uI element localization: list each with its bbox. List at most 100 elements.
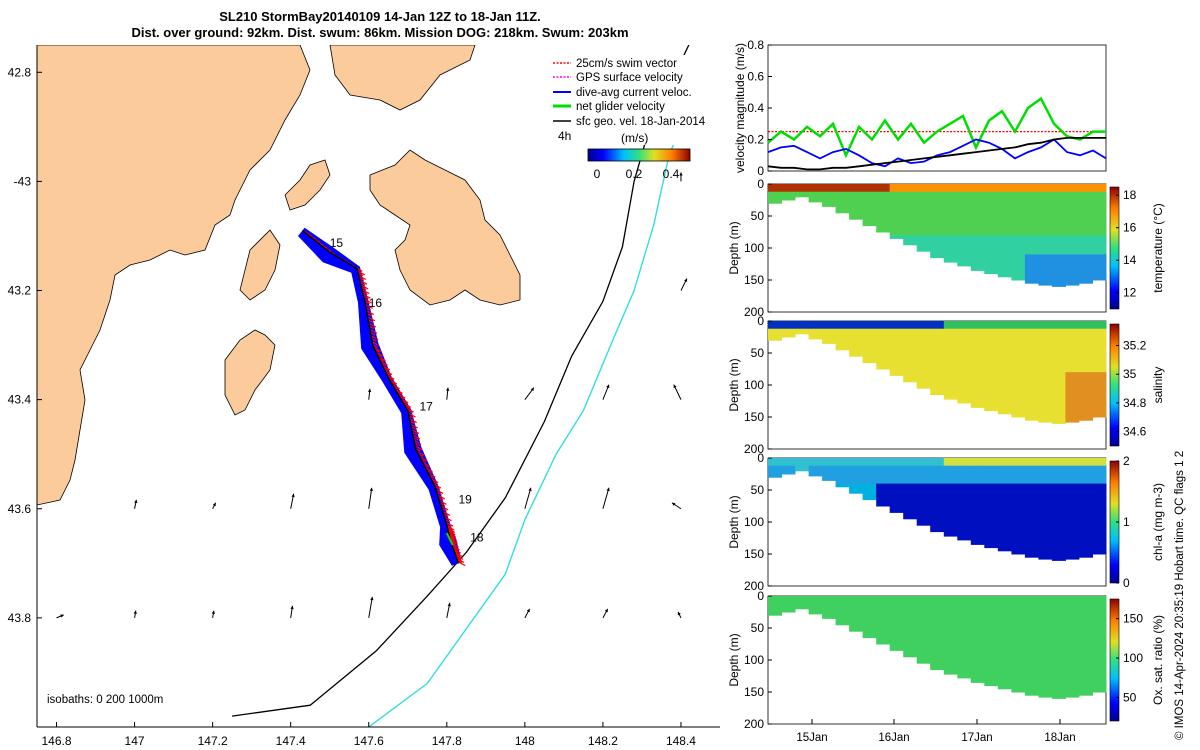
section-y-tick-label: 150 — [744, 685, 764, 699]
map-y-tick-label: 43.4 — [8, 393, 32, 407]
map-colorbar-tick-0: 0 — [594, 167, 601, 181]
section-cell — [795, 596, 809, 605]
section-cell — [1051, 666, 1066, 699]
section-y-tick-label: 100 — [744, 515, 764, 529]
section-cell — [768, 191, 782, 204]
section-cell — [984, 458, 999, 467]
section-cell — [1092, 596, 1107, 605]
section-cell — [970, 666, 985, 683]
section-cell — [943, 321, 958, 330]
section-cell — [1092, 254, 1107, 281]
section-cell — [1079, 596, 1093, 605]
section-cell — [1092, 184, 1107, 193]
section-cell — [957, 621, 972, 648]
map-x-tick-label: 148 — [515, 734, 535, 748]
section-cell — [795, 458, 809, 467]
swim-vector-mark — [380, 360, 388, 366]
island-land — [284, 159, 331, 211]
section-cell — [1079, 328, 1093, 348]
section-cell — [903, 328, 918, 348]
section-cell — [835, 603, 850, 623]
map-x-tick-label: 147.8 — [432, 734, 462, 748]
section-cell — [930, 528, 945, 533]
legend-net-label: net glider velocity — [576, 101, 665, 113]
section-cell — [889, 647, 904, 651]
section-cell — [1065, 528, 1080, 560]
section-cell — [781, 596, 796, 605]
section-cell — [1011, 191, 1026, 211]
section-cell — [1051, 321, 1066, 330]
section-cell — [1079, 603, 1093, 623]
section-cell — [916, 509, 931, 526]
section-cell — [903, 184, 918, 193]
section-y-tick-label: 150 — [744, 273, 764, 287]
section-colorbar-oxygen — [1109, 598, 1120, 722]
section-cell — [1065, 346, 1080, 373]
section-cell — [930, 235, 945, 255]
swim-vector-mark — [357, 270, 366, 276]
current-arrow-head — [134, 499, 138, 504]
velocity-y-tick-label: 0.6 — [747, 70, 764, 84]
section-y-tick-label: 200 — [744, 579, 764, 593]
colorbar-tick-label: 18 — [1123, 188, 1137, 202]
section-cell — [1038, 603, 1053, 623]
section-cell — [997, 483, 1012, 510]
section-cell — [808, 603, 823, 615]
section-cell — [808, 596, 823, 605]
current-arrows — [56, 172, 688, 619]
colorbar-tick-label: 35 — [1123, 367, 1137, 381]
section-cell — [1065, 254, 1080, 286]
legend-gps-label: GPS surface velocity — [576, 72, 683, 84]
section-cell — [795, 191, 809, 198]
swim-vector-mark — [430, 478, 439, 484]
swim-vector-mark — [438, 500, 447, 505]
swim-vector-mark — [449, 537, 458, 543]
section-cell — [1065, 509, 1080, 529]
section-cell — [997, 509, 1012, 529]
section-cell — [1051, 603, 1066, 623]
section-cell — [970, 465, 985, 485]
section-cell — [1038, 509, 1053, 529]
section-cell — [1051, 372, 1066, 392]
section-cell — [916, 596, 931, 605]
colorbar-tick-label: 12 — [1123, 286, 1137, 300]
section-cell — [781, 458, 796, 467]
colorbar-tick-label: 50 — [1123, 690, 1137, 704]
section-cell — [1051, 184, 1066, 193]
swim-vector-mark — [449, 535, 457, 540]
section-cell — [795, 465, 809, 472]
section-cell — [1079, 191, 1093, 211]
section-cell — [916, 483, 931, 510]
section-cell — [889, 209, 904, 236]
map-y-tick-label: 43.6 — [8, 502, 32, 516]
section-cell — [1038, 391, 1053, 423]
section-cell — [1038, 621, 1053, 648]
section-cell — [1011, 603, 1026, 623]
time-tick-label: 17Jan — [961, 732, 992, 744]
section-cell — [1024, 328, 1039, 348]
section-cell — [1011, 458, 1026, 467]
legend-4h-label: 4h — [558, 129, 571, 143]
swim-vector-mark — [435, 489, 444, 494]
day-label: 17 — [419, 400, 433, 414]
section-cell — [984, 596, 999, 605]
colorbar-tick-label: 35.2 — [1123, 339, 1147, 353]
current-arrow-head — [211, 610, 215, 614]
section-cell — [943, 621, 958, 648]
day-label: 18 — [470, 530, 484, 544]
current-arrow-head — [291, 493, 295, 498]
map-x-tick-label: 148.2 — [588, 734, 618, 748]
section-cell — [876, 184, 891, 193]
section-cell — [1092, 191, 1107, 211]
section-cell — [930, 465, 945, 485]
section-cell — [1038, 235, 1053, 255]
section-cell — [1038, 458, 1053, 467]
section-cell — [835, 209, 850, 214]
section-cell — [916, 191, 931, 211]
section-cell — [862, 603, 877, 623]
section-cell — [1051, 621, 1066, 648]
section-cell — [1051, 647, 1066, 667]
side-note: © IMOS 14-Apr-2024 20:35:19 Hobart time.… — [1174, 451, 1186, 740]
swim-vector-mark — [455, 554, 464, 560]
